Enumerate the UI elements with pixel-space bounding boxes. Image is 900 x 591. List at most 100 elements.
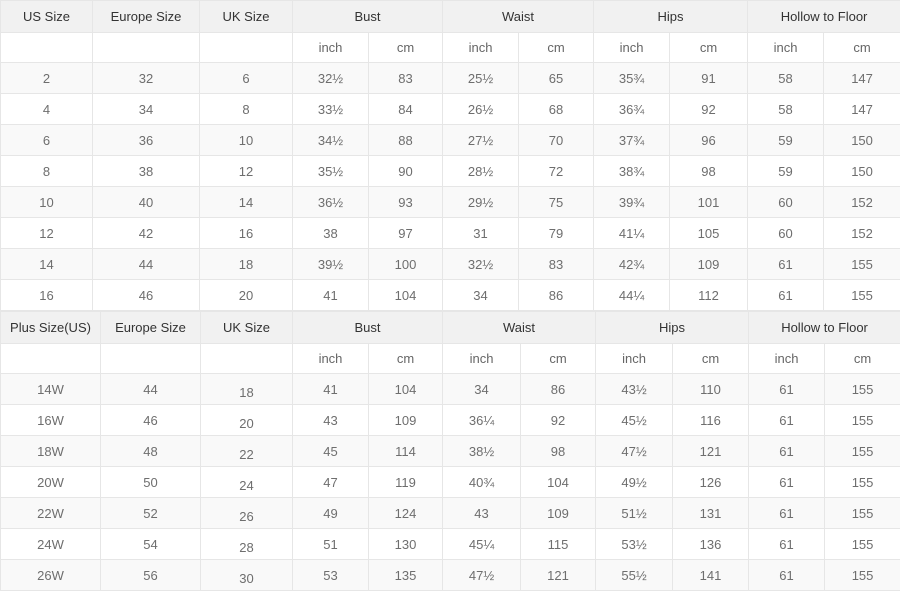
table-cell: 104 <box>520 466 597 498</box>
table-cell: 98 <box>520 435 597 467</box>
table-cell: 109 <box>367 404 444 436</box>
plus-header-row: Plus Size(US) Europe Size UK Size Bust W… <box>0 311 900 344</box>
table-cell: 83 <box>367 62 444 94</box>
table-row: 10 40 14 36½ 93 29½ 75 39¾ 101 60 152 <box>0 186 900 218</box>
table-cell: 8 <box>199 93 293 125</box>
table-cell: 34 <box>442 279 520 311</box>
table-cell: 35½ <box>292 155 369 187</box>
table-cell: 46 <box>100 404 201 436</box>
table-cell: 34½ <box>292 124 369 156</box>
unit-label-bust-cm: cm <box>367 343 444 374</box>
table-cell: 18 <box>199 248 293 280</box>
table-cell: 61 <box>748 497 826 529</box>
table-cell: 121 <box>672 435 750 467</box>
unit-label-waist-cm: cm <box>518 32 595 63</box>
table-row: 22W 52 26 49 124 43 109 51½ 131 61 155 <box>0 497 900 529</box>
table-cell: 130 <box>367 528 444 560</box>
col-header-bust: Bust <box>291 0 444 33</box>
table-cell: 22 <box>200 435 293 467</box>
col-header-uk-size: UK Size <box>200 311 293 344</box>
table-cell: 155 <box>824 559 900 591</box>
col-header-hollow-to-floor: Hollow to Floor <box>748 311 900 344</box>
table-cell: 141 <box>672 559 750 591</box>
table-cell: 14W <box>0 373 101 405</box>
col-header-europe-size: Europe Size <box>100 311 201 344</box>
table-row: 20W 50 24 47 119 40¾ 104 49½ 126 61 155 <box>0 466 900 498</box>
table-cell: 61 <box>748 559 826 591</box>
col-header-hips: Hips <box>595 311 750 344</box>
table-cell: 25½ <box>442 62 520 94</box>
table-cell: 155 <box>824 435 900 467</box>
table-cell: 20 <box>199 279 293 311</box>
table-cell: 136 <box>672 528 750 560</box>
table-cell: 6 <box>199 62 293 94</box>
table-cell: 32½ <box>292 62 369 94</box>
table-row: 12 42 16 38 97 31 79 41¼ 105 60 152 <box>0 217 900 249</box>
table-cell: 70 <box>518 124 595 156</box>
table-cell: 109 <box>520 497 597 529</box>
table-cell: 51½ <box>595 497 674 529</box>
unit-label-bust-inch: inch <box>292 343 369 374</box>
table-cell: 92 <box>520 404 597 436</box>
table-cell: 53 <box>292 559 369 591</box>
table-cell: 28 <box>200 528 293 560</box>
table-row: 14W 44 18 41 104 34 86 43½ 110 61 155 <box>0 373 900 405</box>
table-row: 14 44 18 39½ 100 32½ 83 42¾ 109 61 155 <box>0 248 900 280</box>
col-header-bust: Bust <box>291 311 444 344</box>
table-cell: 119 <box>367 466 444 498</box>
unit-label-hollow-inch: inch <box>748 343 826 374</box>
table-cell: 20W <box>0 466 101 498</box>
table-cell: 2 <box>0 62 93 94</box>
col-header-hollow-to-floor: Hollow to Floor <box>747 0 900 33</box>
table-cell: 40 <box>92 186 200 218</box>
col-header-europe-size: Europe Size <box>92 0 200 33</box>
table-cell: 121 <box>520 559 597 591</box>
table-cell: 14 <box>0 248 93 280</box>
table-row: 2 32 6 32½ 83 25½ 65 35¾ 91 58 147 <box>0 62 900 94</box>
table-cell: 38¾ <box>593 155 671 187</box>
table-row: 24W 54 28 51 130 45¼ 115 53½ 136 61 155 <box>0 528 900 560</box>
table-cell: 18 <box>200 373 293 405</box>
table-cell: 47½ <box>442 559 522 591</box>
table-cell: 147 <box>823 62 900 94</box>
table-cell: 42 <box>92 217 200 249</box>
table-cell: 114 <box>367 435 444 467</box>
table-cell: 45¼ <box>442 528 522 560</box>
table-cell: 6 <box>0 124 93 156</box>
table-cell: 26W <box>0 559 101 591</box>
table-cell: 16 <box>199 217 293 249</box>
table-cell: 60 <box>747 186 825 218</box>
table-cell: 36¾ <box>593 93 671 125</box>
table-cell: 150 <box>823 124 900 156</box>
table-cell: 38 <box>292 217 369 249</box>
table-cell: 51 <box>292 528 369 560</box>
table-cell: 34 <box>442 373 522 405</box>
table-cell: 96 <box>669 124 749 156</box>
table-cell: 97 <box>367 217 444 249</box>
table-cell: 147 <box>823 93 900 125</box>
table-cell: 115 <box>520 528 597 560</box>
table-cell: 41 <box>292 373 369 405</box>
table-cell: 27½ <box>442 124 520 156</box>
table-cell: 75 <box>518 186 595 218</box>
table-cell: 60 <box>747 217 825 249</box>
empty-header-cell <box>199 32 293 63</box>
table-cell: 4 <box>0 93 93 125</box>
table-cell: 72 <box>518 155 595 187</box>
table-cell: 150 <box>823 155 900 187</box>
table-cell: 58 <box>747 62 825 94</box>
table-cell: 16W <box>0 404 101 436</box>
table-cell: 65 <box>518 62 595 94</box>
table-cell: 58 <box>747 93 825 125</box>
table-cell: 126 <box>672 466 750 498</box>
table-cell: 52 <box>100 497 201 529</box>
table-cell: 92 <box>669 93 749 125</box>
table-cell: 152 <box>823 217 900 249</box>
table-cell: 155 <box>823 248 900 280</box>
table-cell: 46 <box>92 279 200 311</box>
table-row: 4 34 8 33½ 84 26½ 68 36¾ 92 58 147 <box>0 93 900 125</box>
unit-label-hollow-cm: cm <box>824 343 900 374</box>
table-cell: 32 <box>92 62 200 94</box>
table-cell: 26 <box>200 497 293 529</box>
empty-header-cell <box>200 343 293 374</box>
